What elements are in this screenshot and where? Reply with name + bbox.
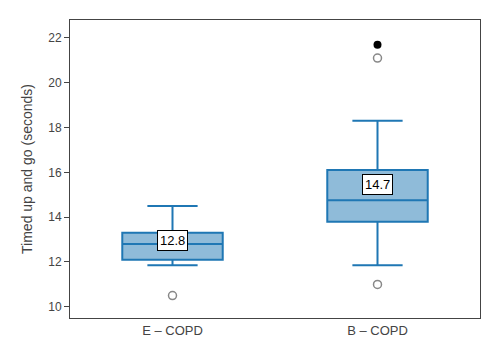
svg-text:20: 20	[48, 76, 62, 90]
svg-text:22: 22	[48, 31, 62, 45]
svg-text:14.7: 14.7	[365, 177, 390, 192]
svg-text:16: 16	[48, 166, 62, 180]
svg-text:B – COPD: B – COPD	[347, 323, 408, 338]
svg-text:12.8: 12.8	[160, 233, 185, 248]
svg-text:Timed up and go (seconds): Timed up and go (seconds)	[19, 84, 35, 254]
svg-text:14: 14	[48, 210, 62, 224]
svg-text:18: 18	[48, 121, 62, 135]
svg-text:10: 10	[48, 300, 62, 314]
svg-text:E – COPD: E – COPD	[142, 323, 203, 338]
svg-text:12: 12	[48, 255, 62, 269]
